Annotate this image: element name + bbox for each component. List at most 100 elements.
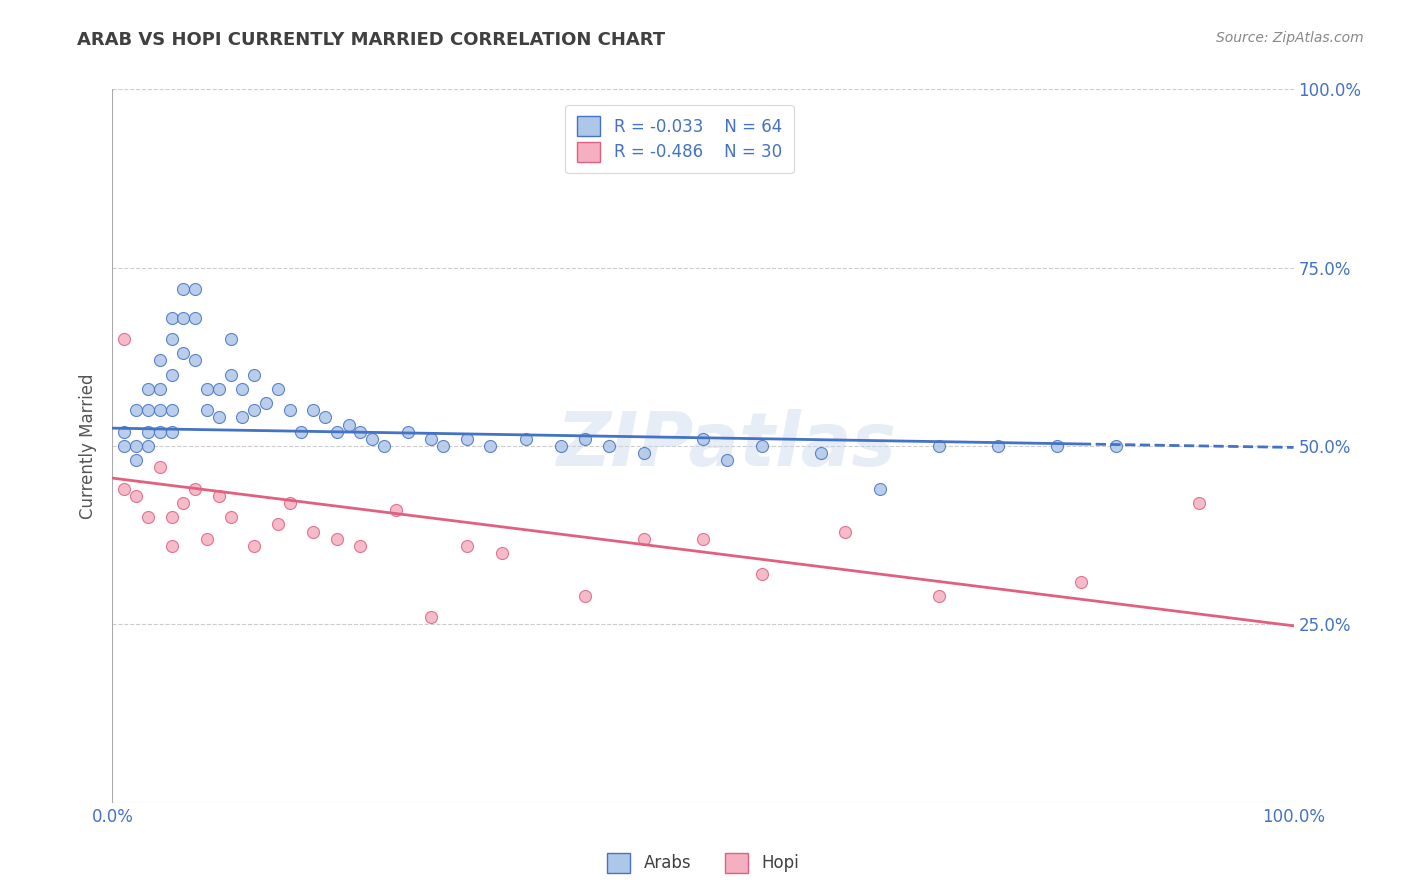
Point [160,425,183,439]
Point [349,539,371,553]
Point [987,439,1010,453]
Point [136,403,159,417]
Point [125,489,148,503]
Point [149,460,172,475]
Point [834,524,856,539]
Point [1105,439,1128,453]
Point [751,439,773,453]
Point [219,510,242,524]
Point [172,346,194,360]
Text: ZIPatlas: ZIPatlas [557,409,897,483]
Point [208,489,231,503]
Point [112,332,135,346]
Point [716,453,738,467]
Point [278,403,301,417]
Point [479,439,502,453]
Point [1046,439,1069,453]
Point [373,439,395,453]
Point [195,382,218,396]
Point [928,589,950,603]
Point [184,353,207,368]
Text: Source: ZipAtlas.com: Source: ZipAtlas.com [1216,31,1364,45]
Point [208,382,231,396]
Point [172,310,194,325]
Point [172,282,194,296]
Point [160,510,183,524]
Legend: Arabs, Hopi: Arabs, Hopi [600,847,806,880]
Point [125,403,148,417]
Point [337,417,360,432]
Text: ARAB VS HOPI CURRENTLY MARRIED CORRELATION CHART: ARAB VS HOPI CURRENTLY MARRIED CORRELATI… [77,31,665,49]
Point [633,446,655,460]
Point [290,425,312,439]
Point [385,503,408,517]
Point [243,539,266,553]
Point [149,425,172,439]
Point [574,432,596,446]
Point [1188,496,1211,510]
Point [149,353,172,368]
Point [278,496,301,510]
Point [267,517,290,532]
Point [302,403,325,417]
Point [125,453,148,467]
Point [112,425,135,439]
Point [231,382,253,396]
Point [598,439,620,453]
Point [219,368,242,382]
Point [112,482,135,496]
Point [149,382,172,396]
Point [160,310,183,325]
Point [692,432,714,446]
Point [1070,574,1092,589]
Point [751,567,773,582]
Point [302,524,325,539]
Point [136,425,159,439]
Point [456,432,478,446]
Point [491,546,513,560]
Point [243,403,266,417]
Point [184,482,207,496]
Point [420,610,443,624]
Y-axis label: Currently Married: Currently Married [79,373,97,519]
Point [136,439,159,453]
Point [633,532,655,546]
Point [160,403,183,417]
Point [396,425,419,439]
Point [136,510,159,524]
Point [112,439,135,453]
Point [692,532,714,546]
Point [432,439,454,453]
Point [420,432,443,446]
Legend: R = -0.033    N = 64, R = -0.486    N = 30: R = -0.033 N = 64, R = -0.486 N = 30 [565,104,793,173]
Point [172,496,194,510]
Point [195,403,218,417]
Point [160,539,183,553]
Point [314,410,336,425]
Point [184,282,207,296]
Point [160,368,183,382]
Point [231,410,253,425]
Point [149,403,172,417]
Point [267,382,290,396]
Point [928,439,950,453]
Point [254,396,277,410]
Point [550,439,572,453]
Point [243,368,266,382]
Point [184,310,207,325]
Point [515,432,537,446]
Point [208,410,231,425]
Point [456,539,478,553]
Point [574,589,596,603]
Point [326,425,349,439]
Point [160,332,183,346]
Point [195,532,218,546]
Point [869,482,891,496]
Point [349,425,371,439]
Point [810,446,832,460]
Point [136,382,159,396]
Point [361,432,384,446]
Point [125,439,148,453]
Point [326,532,349,546]
Point [219,332,242,346]
